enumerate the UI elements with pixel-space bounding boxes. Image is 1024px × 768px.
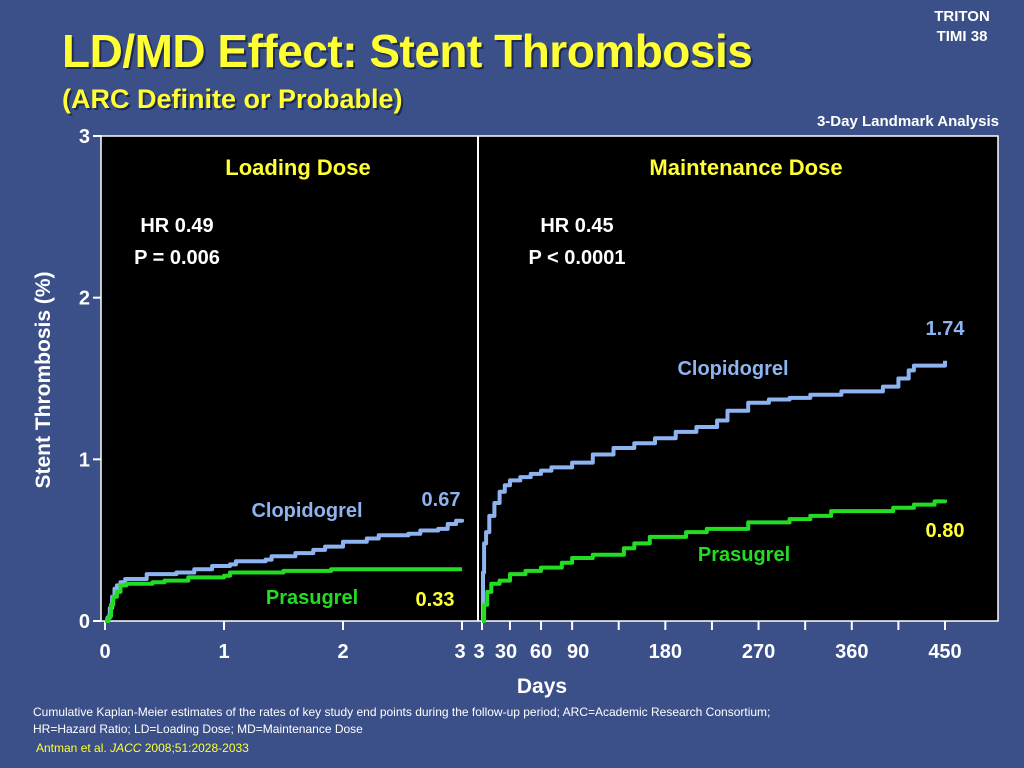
chart-labels: Loading Dose HR 0.49 P = 0.006 Clopidogrel 0…	[134, 155, 965, 611]
footnote: Cumulative Kaplan-Meier estimates of the…	[33, 704, 933, 738]
x-tick-label: 180	[649, 641, 682, 663]
x-tick-label: 0	[99, 641, 110, 663]
clopidogrel-end-value: 0.67	[422, 489, 461, 511]
x-tick-label: 60	[530, 641, 552, 663]
citation-authors: Antman et al.	[36, 741, 107, 755]
prasugrel-line-loading	[105, 567, 462, 623]
p-value: P = 0.006	[134, 247, 220, 269]
analysis-label: 3-Day Landmark Analysis	[816, 113, 999, 130]
prasugrel-series-label: Prasugrel	[698, 544, 790, 566]
prasugrel-series-label: Prasugrel	[266, 587, 358, 609]
footnote-line-2: HR=Hazard Ratio; LD=Loading Dose; MD=Mai…	[33, 722, 363, 736]
prasugrel-end-value: 0.80	[926, 520, 965, 542]
prasugrel-line-maintenance	[482, 499, 947, 623]
x-tick-label: 3	[473, 641, 484, 663]
x-tick-label: 90	[567, 641, 589, 663]
clopidogrel-series-label: Clopidogrel	[677, 358, 788, 380]
series-lines	[105, 360, 947, 623]
x-tick-label: 30	[495, 641, 517, 663]
plot-area	[100, 135, 999, 622]
y-axis-label: Stent Thrombosis (%)	[32, 271, 55, 488]
footnote-line-1: Cumulative Kaplan-Meier estimates of the…	[33, 705, 771, 719]
prasugrel-end-value: 0.33	[416, 589, 455, 611]
panel-heading-maintenance: Maintenance Dose	[649, 155, 842, 180]
trial-name: TRITON	[934, 8, 990, 25]
citation: Antman et al. JACC 2008;51:2028-2033	[36, 741, 249, 755]
y-tick-label: 1	[79, 449, 90, 471]
y-tick-label: 2	[79, 288, 90, 310]
y-tick-label: 3	[79, 126, 90, 148]
slide-subtitle: (ARC Definite or Probable)	[62, 84, 403, 114]
panel-heading-loading: Loading Dose	[225, 155, 370, 180]
citation-journal: JACC	[110, 741, 142, 755]
x-axis-label: Days	[517, 675, 567, 698]
hazard-ratio: HR 0.45	[540, 215, 613, 237]
clopidogrel-line-loading	[105, 518, 464, 623]
p-value: P < 0.0001	[529, 247, 626, 269]
x-tick-label: 270	[742, 641, 775, 663]
x-tick-label: 360	[835, 641, 868, 663]
clopidogrel-line-maintenance	[481, 360, 947, 623]
clopidogrel-series-label: Clopidogrel	[251, 500, 362, 522]
x-tick-label: 2	[337, 641, 348, 663]
trial-subname: TIMI 38	[936, 28, 988, 45]
y-tick-label: 0	[79, 611, 90, 633]
x-tick-label: 1	[218, 641, 229, 663]
trial-badge: TRITON TIMI 38	[922, 7, 1002, 47]
slide-title: LD/MD Effect: Stent Thrombosis	[62, 25, 753, 77]
x-tick-label: 3	[454, 641, 465, 663]
x-tick-label: 450	[928, 641, 961, 663]
hazard-ratio: HR 0.49	[140, 215, 213, 237]
clopidogrel-end-value: 1.74	[926, 318, 966, 340]
citation-ref: 2008;51:2028-2033	[144, 741, 249, 755]
